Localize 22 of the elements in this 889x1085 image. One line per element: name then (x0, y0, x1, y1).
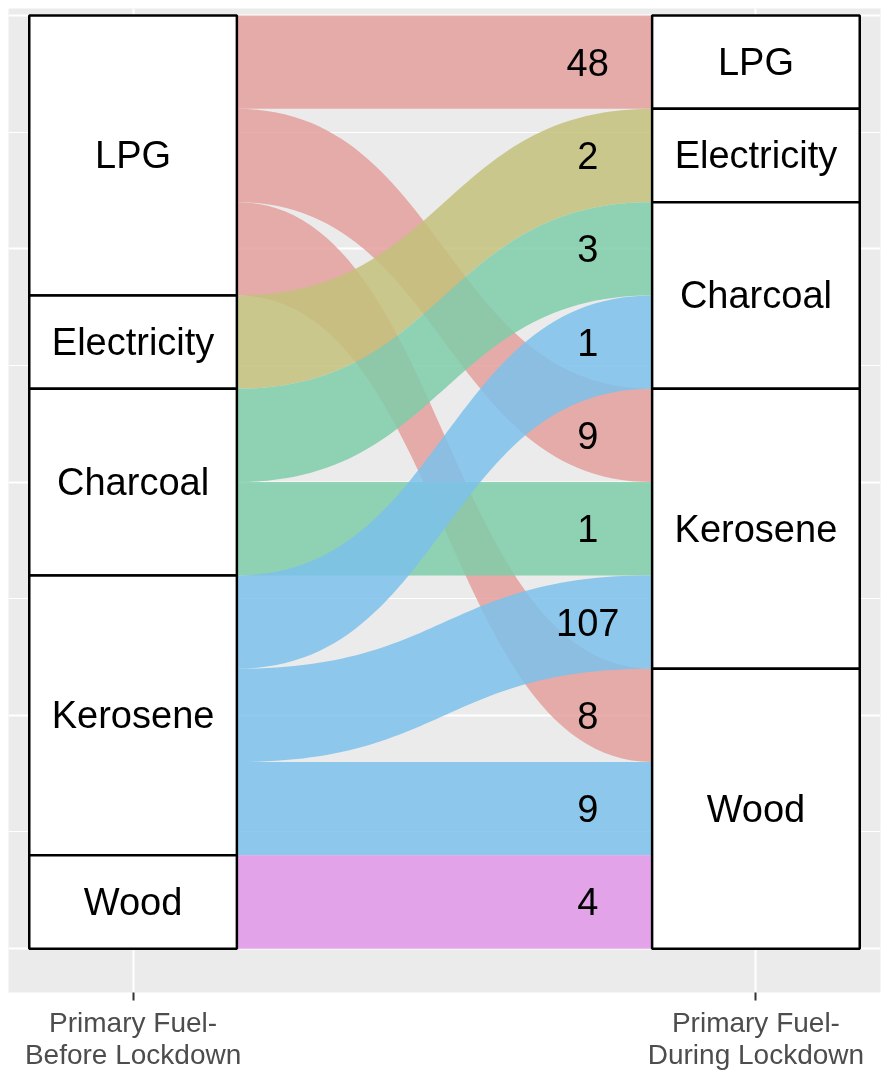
text: Primary Fuel- Before Lockdown (24, 1006, 242, 1071)
category-label: Kerosene (674, 507, 838, 550)
data-label: 8 (577, 694, 599, 737)
data-label: 48 (566, 41, 609, 84)
data-label: 3 (577, 228, 599, 271)
series-label: Wood (83, 880, 183, 923)
category-label: Electricity (674, 134, 838, 177)
series-label: Charcoal (57, 461, 210, 504)
data-label: 2 (577, 134, 599, 177)
data-label: 107 (556, 601, 620, 644)
series-label: LPG (95, 134, 172, 177)
category-label: Wood (706, 787, 806, 830)
data-label: 1 (577, 508, 599, 551)
data-label: 9 (577, 414, 599, 457)
series-label: Electricity (51, 321, 215, 364)
category-label: LPG (717, 41, 794, 84)
text: Primary Fuel- During Lockdown (647, 1006, 865, 1071)
data-label: 1 (577, 321, 599, 364)
data-label: 9 (577, 788, 599, 831)
category-label: Charcoal (679, 274, 832, 317)
series-label: Kerosene (51, 694, 215, 737)
data-label: 4 (577, 881, 599, 924)
